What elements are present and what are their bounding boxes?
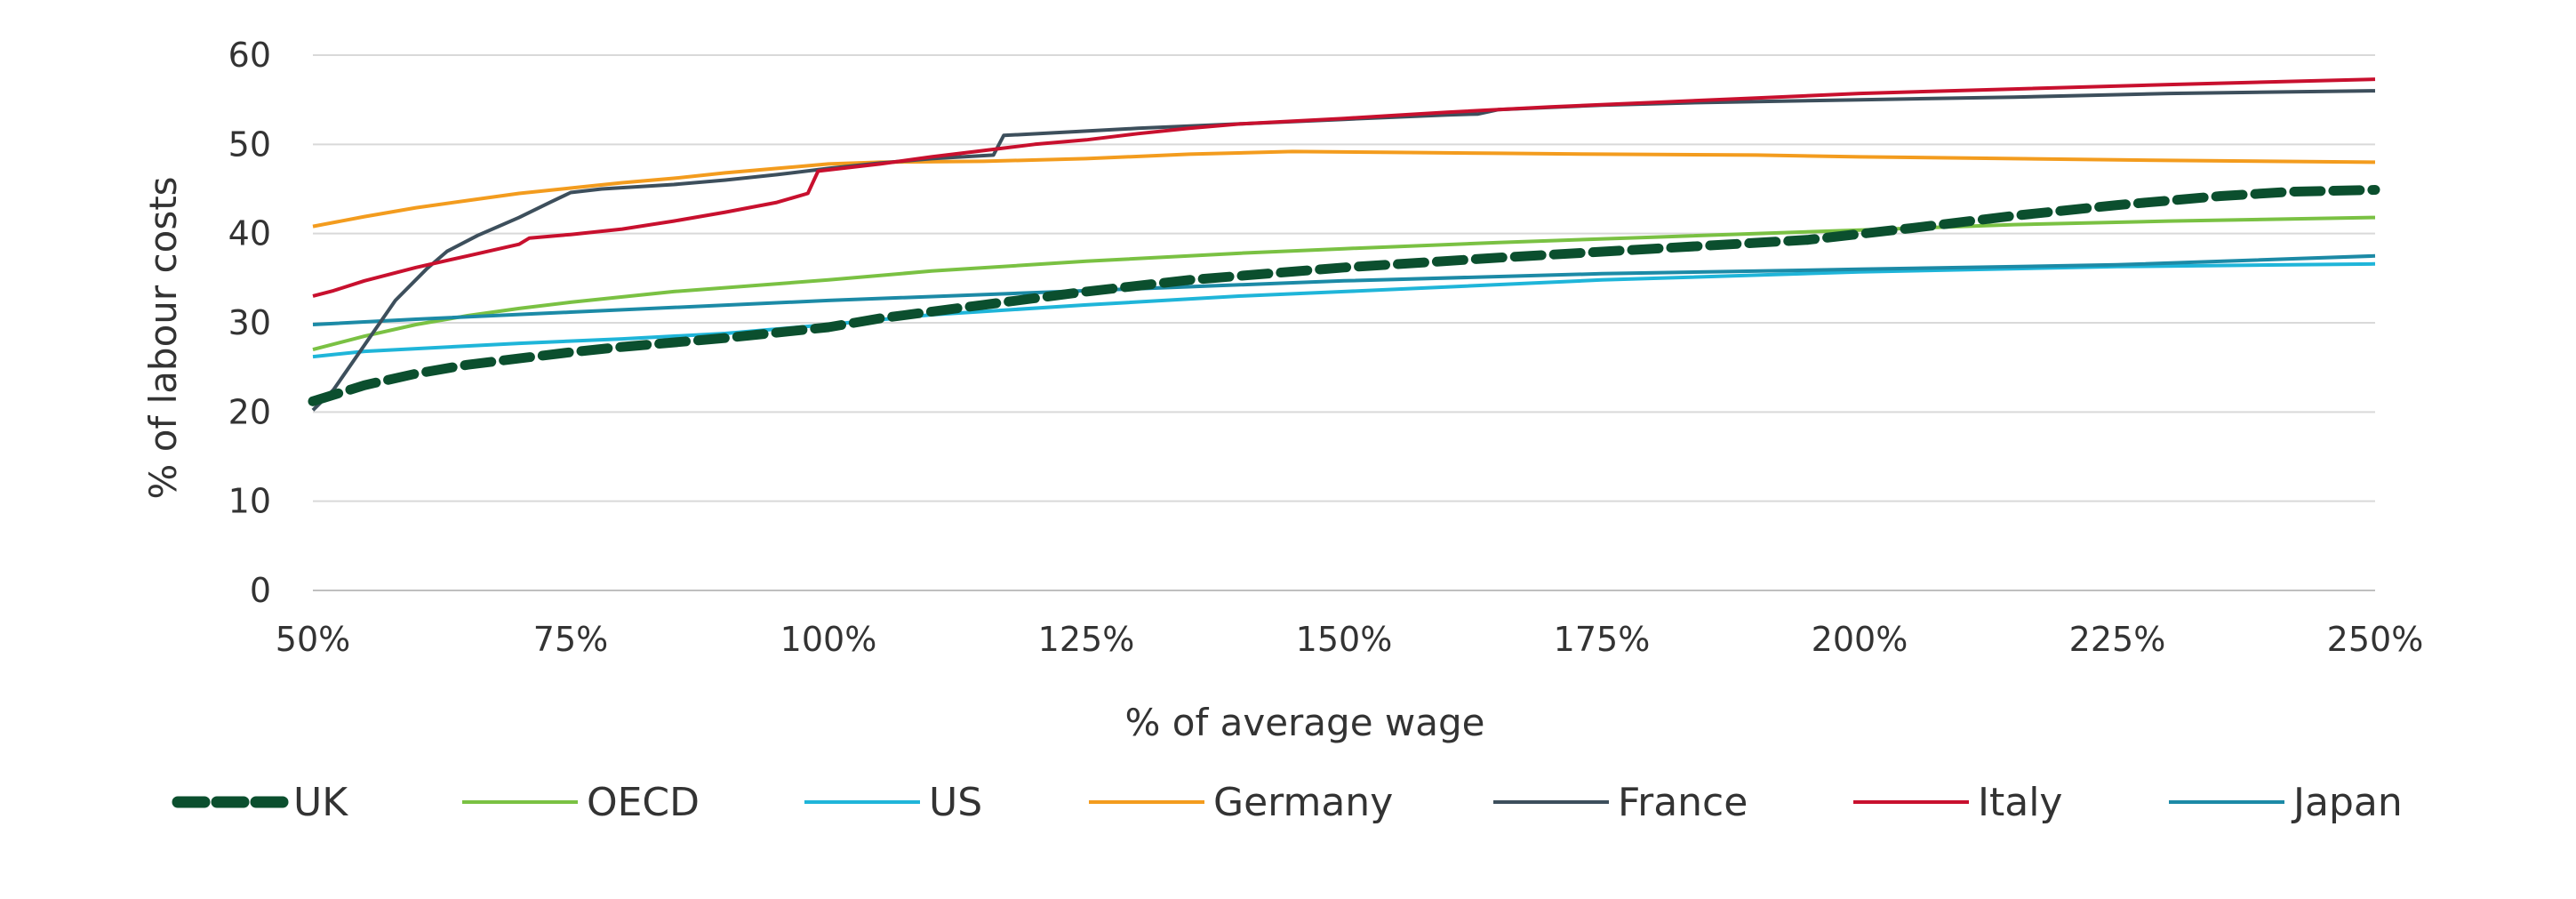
grid-lines bbox=[313, 54, 2375, 591]
legend-label-france: France bbox=[1618, 780, 1748, 825]
y-tick-label: 50 bbox=[228, 124, 271, 164]
y-tick-label: 0 bbox=[250, 571, 271, 610]
legend-label-uk: UK bbox=[293, 780, 348, 825]
series-line-oecd bbox=[312, 215, 2376, 352]
legend-label-germany: Germany bbox=[1213, 780, 1393, 825]
y-axis-ticks: 0 10 20 30 40 50 60 bbox=[228, 36, 271, 610]
x-axis-title: % of average wage bbox=[1125, 701, 1485, 744]
series-line-uk bbox=[308, 185, 2380, 406]
legend-label-oecd: OECD bbox=[587, 780, 700, 825]
y-axis-title: % of labour costs bbox=[141, 176, 185, 499]
x-tick-label: 250% bbox=[2327, 620, 2424, 659]
legend-label-italy: Italy bbox=[1978, 780, 2062, 825]
series-lines bbox=[308, 77, 2380, 412]
legend: UK OECD US Germany France Italy Japan bbox=[172, 780, 2403, 825]
series-line-japan bbox=[312, 253, 2376, 326]
x-tick-label: 175% bbox=[1554, 620, 1651, 659]
x-tick-label: 50% bbox=[276, 620, 350, 659]
y-tick-label: 60 bbox=[228, 36, 271, 75]
series-line-germany bbox=[312, 149, 2376, 229]
legend-label-japan: Japan bbox=[2291, 780, 2403, 825]
series-line-italy bbox=[312, 77, 2376, 298]
x-tick-label: 200% bbox=[1812, 620, 1908, 659]
x-tick-label: 225% bbox=[2069, 620, 2166, 659]
x-axis-ticks: 50% 75% 100% 125% 150% 175% 200% 225% 250% bbox=[276, 620, 2424, 659]
legend-label-us: US bbox=[929, 780, 982, 825]
x-tick-label: 75% bbox=[533, 620, 608, 659]
y-tick-label: 40 bbox=[228, 214, 271, 253]
y-tick-label: 20 bbox=[228, 392, 271, 431]
y-tick-label: 10 bbox=[228, 482, 271, 521]
y-tick-label: 30 bbox=[228, 303, 271, 342]
x-tick-label: 100% bbox=[780, 620, 877, 659]
x-tick-label: 125% bbox=[1038, 620, 1135, 659]
x-tick-label: 150% bbox=[1296, 620, 1393, 659]
